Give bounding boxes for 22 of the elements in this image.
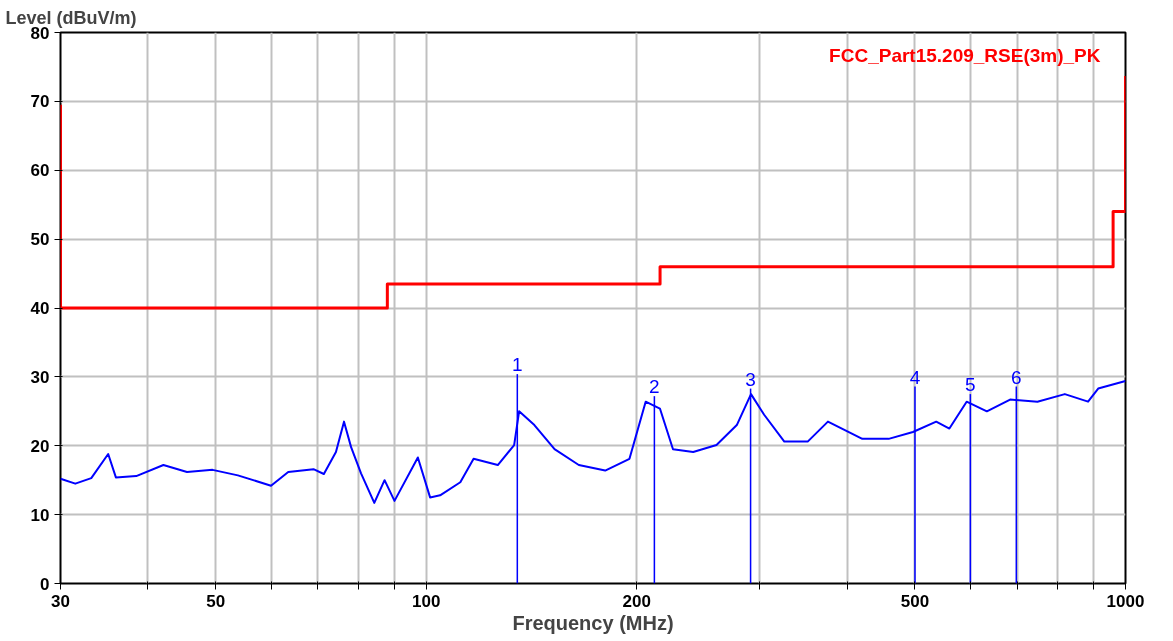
annotation: 1 xyxy=(512,354,523,376)
series-label: FCC_Part15.209_RSE(3m)_PK xyxy=(829,44,1101,66)
y-tick-label: 0 xyxy=(40,574,50,594)
y-tick-label: 30 xyxy=(30,367,50,387)
x-tick-label: 50 xyxy=(206,591,226,611)
y-tick-label: 50 xyxy=(30,230,50,250)
annotation: 5 xyxy=(965,374,976,396)
x-tick-label: 200 xyxy=(622,591,651,611)
annotation: 6 xyxy=(1011,366,1022,388)
y-tick-label: 10 xyxy=(30,505,50,525)
annotation: 3 xyxy=(745,368,756,390)
x-tick-label: 100 xyxy=(411,591,441,611)
y-tick-label: 70 xyxy=(30,92,50,112)
x-tick-label: 500 xyxy=(900,591,930,611)
x-axis-title: Frequency (MHz) xyxy=(512,611,674,634)
x-tick-label: 30 xyxy=(51,591,70,611)
y-tick-label: 20 xyxy=(30,436,50,456)
annotation: 2 xyxy=(649,376,660,398)
x-tick-label: 1000 xyxy=(1106,591,1145,611)
y-tick-label: 60 xyxy=(30,161,50,181)
annotation: 4 xyxy=(909,366,921,388)
y-tick-label: 40 xyxy=(30,299,50,318)
